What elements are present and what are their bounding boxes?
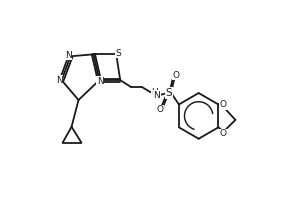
Text: S: S (166, 88, 172, 98)
Text: O: O (220, 100, 227, 109)
Text: H: H (152, 88, 158, 97)
Text: O: O (173, 71, 180, 80)
Text: N: N (65, 51, 71, 60)
Text: O: O (156, 105, 163, 114)
Text: N: N (56, 76, 63, 85)
Text: N: N (154, 91, 160, 100)
Text: N: N (97, 77, 104, 86)
Text: O: O (220, 129, 227, 138)
Text: S: S (115, 49, 121, 58)
